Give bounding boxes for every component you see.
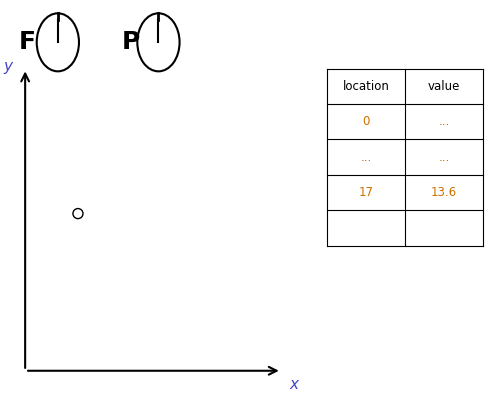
Text: location: location bbox=[343, 80, 389, 93]
Text: 0: 0 bbox=[362, 115, 370, 128]
Text: x: x bbox=[290, 377, 299, 392]
Text: P: P bbox=[122, 30, 140, 54]
Text: y: y bbox=[4, 59, 13, 74]
Text: value: value bbox=[428, 80, 460, 93]
Text: 13.6: 13.6 bbox=[431, 186, 457, 199]
Text: ...: ... bbox=[438, 115, 450, 128]
Text: ...: ... bbox=[360, 151, 372, 164]
Text: 17: 17 bbox=[359, 186, 373, 199]
Text: F: F bbox=[19, 30, 36, 54]
Text: ...: ... bbox=[438, 151, 450, 164]
